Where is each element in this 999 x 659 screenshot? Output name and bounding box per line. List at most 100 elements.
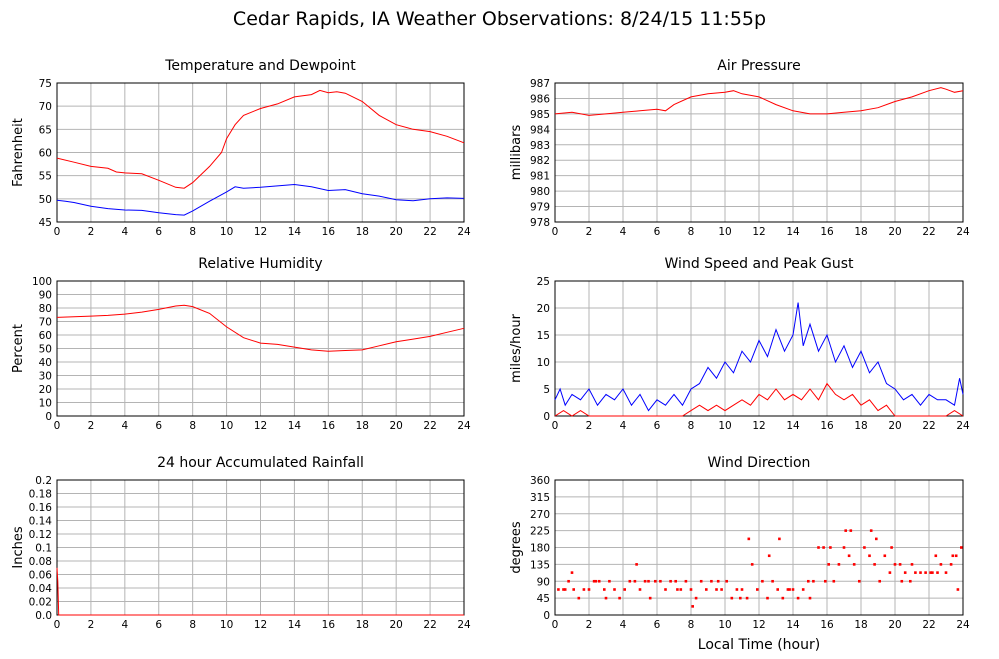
data-point <box>715 588 718 591</box>
data-point <box>587 588 591 591</box>
data-point <box>767 554 771 558</box>
data-point <box>592 579 596 583</box>
x-tick-label: 12 <box>254 619 267 631</box>
data-point <box>643 579 647 583</box>
y-tick-label: 0 <box>45 411 52 423</box>
data-point <box>822 546 825 549</box>
x-tick-label: 22 <box>423 420 436 432</box>
x-tick-label: 0 <box>54 420 61 432</box>
data-point <box>954 554 958 558</box>
x-tick-label: 10 <box>220 226 233 238</box>
x-tick-label: 14 <box>288 226 302 238</box>
y-tick-label: 5 <box>543 384 550 396</box>
data-point <box>936 571 939 574</box>
x-tick-label: 2 <box>586 226 593 238</box>
data-point <box>903 571 907 574</box>
x-tick-label: 24 <box>457 226 471 238</box>
x-tick-label: 14 <box>786 420 800 432</box>
data-point <box>691 605 694 608</box>
chart-title: 24 hour Accumulated Rainfall <box>157 455 364 471</box>
data-point <box>956 588 960 591</box>
y-tick-label: 985 <box>530 109 550 121</box>
data-point <box>781 596 785 600</box>
data-point <box>648 596 652 600</box>
x-tick-label: 6 <box>654 619 661 631</box>
y-tick-label: 25 <box>537 276 550 288</box>
data-point <box>934 554 938 558</box>
series-line-1 <box>56 183 465 216</box>
data-point <box>812 579 815 583</box>
series-line-0 <box>56 567 464 616</box>
data-point <box>676 588 679 591</box>
data-point <box>664 588 667 591</box>
x-tick-label: 8 <box>189 619 196 631</box>
data-point <box>577 596 581 600</box>
x-tick-label: 18 <box>854 226 867 238</box>
x-tick-label: 10 <box>718 619 731 631</box>
y-tick-label: 979 <box>530 202 550 214</box>
x-tick-label: 0 <box>552 420 559 432</box>
y-tick-label: 40 <box>39 357 52 369</box>
data-point <box>756 588 759 591</box>
data-point <box>949 563 953 566</box>
y-tick-label: 10 <box>537 357 550 369</box>
data-point <box>827 563 830 566</box>
x-tick-label: 0 <box>552 226 559 238</box>
x-tick-label: 24 <box>457 619 471 631</box>
data-point <box>960 546 963 549</box>
data-point <box>730 596 734 600</box>
data-point <box>557 588 560 591</box>
y-tick-label: 180 <box>530 543 550 555</box>
y-tick-label: 0 <box>543 411 550 423</box>
x-tick-label: 10 <box>220 420 233 432</box>
x-tick-label: 20 <box>389 619 402 631</box>
data-point <box>875 537 878 541</box>
data-point <box>761 579 764 583</box>
y-tick-label: 0.2 <box>35 475 52 487</box>
y-tick-label: 0.12 <box>29 529 52 541</box>
chart-title: Temperature and Dewpoint <box>164 58 356 74</box>
y-tick-label: 0.14 <box>29 516 53 528</box>
data-point <box>679 588 683 591</box>
y-tick-label: 70 <box>39 101 52 113</box>
x-tick-label: 12 <box>254 226 267 238</box>
y-tick-label: 980 <box>530 186 550 198</box>
data-point <box>725 579 728 583</box>
series-line-0 <box>56 304 465 352</box>
x-tick-label: 6 <box>654 226 661 238</box>
y-tick-label: 986 <box>530 93 550 105</box>
data-point <box>603 588 606 591</box>
x-tick-label: 14 <box>786 226 800 238</box>
data-point <box>914 571 917 574</box>
series-line-0 <box>554 87 964 116</box>
data-point <box>633 579 637 583</box>
x-tick-label: 18 <box>854 619 867 631</box>
data-point <box>628 579 632 583</box>
x-tick-label: 10 <box>220 619 233 631</box>
series-line-0 <box>56 89 465 189</box>
x-tick-label: 2 <box>586 420 593 432</box>
data-point <box>829 546 832 549</box>
y-tick-label: 987 <box>530 78 550 90</box>
y-tick-label: 0.06 <box>29 570 53 582</box>
y-tick-label: 0.18 <box>29 489 52 501</box>
y-tick-label: 90 <box>537 576 550 588</box>
data-point <box>563 588 567 591</box>
data-point <box>873 563 876 566</box>
data-point <box>888 571 892 574</box>
x-tick-label: 22 <box>423 226 436 238</box>
x-tick-label: 2 <box>88 226 95 238</box>
y-tick-label: 45 <box>39 217 52 229</box>
x-axis-label: Local Time (hour) <box>698 637 820 653</box>
data-point <box>869 529 873 532</box>
x-tick-label: 2 <box>88 619 95 631</box>
x-tick-label: 22 <box>922 619 935 631</box>
y-tick-label: 0 <box>543 610 550 622</box>
plot-frame <box>56 82 465 223</box>
data-point <box>788 588 791 591</box>
